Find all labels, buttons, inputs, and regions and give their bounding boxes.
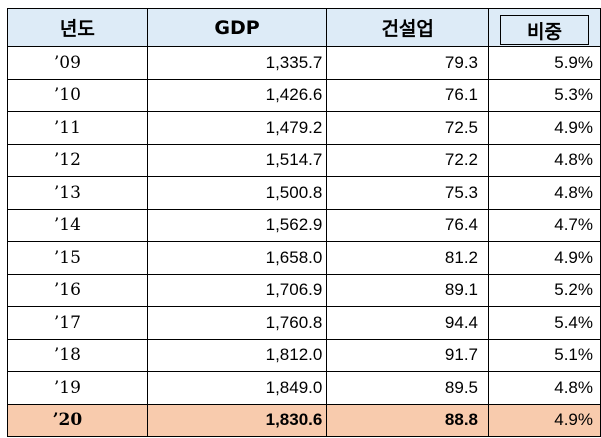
cell-year: ’11 <box>7 111 148 145</box>
cell-year: ’19 <box>7 371 148 405</box>
table-header-row: 년도 GDP 건설업 비중 <box>7 8 601 47</box>
cell-construction: 94.4 <box>326 306 490 340</box>
cell-year: ’17 <box>7 306 148 340</box>
cell-gdp: 1,830.6 <box>146 403 328 437</box>
cell-gdp: 1,335.7 <box>146 46 328 80</box>
cell-share: 4.7% <box>488 208 601 242</box>
table-row: ’12 1,514.7 72.2 4.8% <box>7 143 601 177</box>
cell-construction: 76.4 <box>326 208 490 242</box>
cell-share: 4.8% <box>488 371 601 405</box>
header-construction: 건설업 <box>326 8 490 47</box>
cell-share: 4.8% <box>488 143 601 177</box>
cell-construction: 76.1 <box>326 78 490 112</box>
cell-share: 5.1% <box>488 338 601 372</box>
cell-construction: 88.8 <box>326 403 490 437</box>
cell-gdp: 1,426.6 <box>146 78 328 112</box>
cell-gdp: 1,706.9 <box>146 273 328 307</box>
cell-gdp: 1,849.0 <box>146 371 328 405</box>
table-row: ’16 1,706.9 89.1 5.2% <box>7 273 601 307</box>
table-row: ’19 1,849.0 89.5 4.8% <box>7 371 601 405</box>
cell-construction: 79.3 <box>326 46 490 80</box>
cell-construction: 72.5 <box>326 111 490 145</box>
cell-gdp: 1,760.8 <box>146 306 328 340</box>
cell-gdp: 1,514.7 <box>146 143 328 177</box>
cell-share: 5.3% <box>488 78 601 112</box>
table-row: ’17 1,760.8 94.4 5.4% <box>7 306 601 340</box>
gdp-construction-table-container: 년도 GDP 건설업 비중 ’09 1,335.7 79.3 5.9% ’10 1,42… <box>7 8 601 437</box>
header-gdp: GDP <box>146 8 328 47</box>
cell-year: ’09 <box>7 46 148 80</box>
cell-year: ’16 <box>7 273 148 307</box>
cell-year: ’15 <box>7 241 148 275</box>
cell-construction: 91.7 <box>326 338 490 372</box>
cell-construction: 81.2 <box>326 241 490 275</box>
cell-year: ’10 <box>7 78 148 112</box>
cell-gdp: 1,500.8 <box>146 176 328 210</box>
table-row: ’13 1,500.8 75.3 4.8% <box>7 176 601 210</box>
table-row: ’10 1,426.6 76.1 5.3% <box>7 78 601 112</box>
cell-share: 4.8% <box>488 176 601 210</box>
cell-construction: 72.2 <box>326 143 490 177</box>
header-share-cell: 비중 <box>488 8 601 47</box>
cell-construction: 89.1 <box>326 273 490 307</box>
table-row-highlighted: ’20 1,830.6 88.8 4.9% <box>7 403 601 437</box>
header-year: 년도 <box>7 8 148 47</box>
cell-gdp: 1,658.0 <box>146 241 328 275</box>
cell-construction: 89.5 <box>326 371 490 405</box>
cell-share: 4.9% <box>488 403 601 437</box>
cell-gdp: 1,812.0 <box>146 338 328 372</box>
cell-year: ’13 <box>7 176 148 210</box>
table-row: ’18 1,812.0 91.7 5.1% <box>7 338 601 372</box>
cell-share: 4.9% <box>488 111 601 145</box>
table-row: ’11 1,479.2 72.5 4.9% <box>7 111 601 145</box>
cell-share: 5.4% <box>488 306 601 340</box>
cell-construction: 75.3 <box>326 176 490 210</box>
cell-year: ’20 <box>7 403 148 437</box>
table-row: ’15 1,658.0 81.2 4.9% <box>7 241 601 275</box>
cell-gdp: 1,562.9 <box>146 208 328 242</box>
table-row: ’14 1,562.9 76.4 4.7% <box>7 208 601 242</box>
table-row: ’09 1,335.7 79.3 5.9% <box>7 46 601 80</box>
gdp-construction-table: 년도 GDP 건설업 비중 ’09 1,335.7 79.3 5.9% ’10 1,42… <box>7 8 601 437</box>
cell-share: 5.2% <box>488 273 601 307</box>
cell-share: 5.9% <box>488 46 601 80</box>
cell-year: ’14 <box>7 208 148 242</box>
cell-gdp: 1,479.2 <box>146 111 328 145</box>
cell-year: ’12 <box>7 143 148 177</box>
cell-share: 4.9% <box>488 241 601 275</box>
cell-year: ’18 <box>7 338 148 372</box>
header-share: 비중 <box>500 15 589 45</box>
